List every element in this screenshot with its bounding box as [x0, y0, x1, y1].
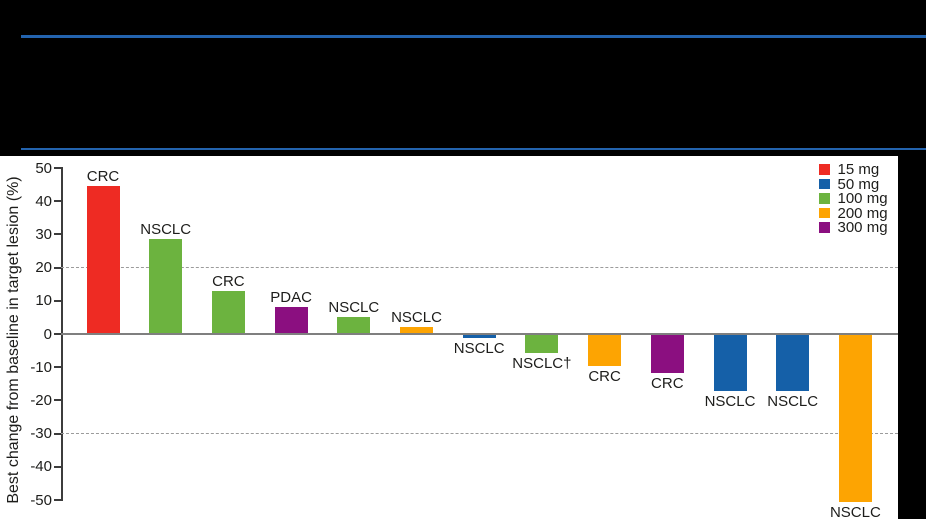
- top-blue-rule: [21, 35, 926, 38]
- legend-swatch: [819, 222, 830, 233]
- bar-label: CRC: [588, 368, 621, 386]
- y-axis-tick-label: 20: [35, 259, 52, 277]
- legend-item: 50 mg: [819, 175, 888, 193]
- bar-label: NSCLC: [391, 309, 442, 327]
- legend-label: 200 mg: [837, 204, 888, 222]
- bar: [713, 334, 747, 392]
- bar: [337, 317, 371, 334]
- bar: [274, 307, 308, 334]
- y-axis-tick: [54, 167, 61, 169]
- bar-label: NSCLC: [328, 299, 380, 317]
- bar-label: CRC: [651, 374, 684, 392]
- bar-label: CRC: [212, 272, 245, 290]
- legend-swatch: [819, 207, 830, 219]
- y-axis-tick-label: -30: [30, 425, 52, 443]
- legend-item: 300 mg: [819, 219, 888, 236]
- bar-label: NSCLC: [829, 504, 881, 519]
- legend-item: 200 mg: [819, 204, 888, 222]
- bar: [838, 334, 872, 503]
- header-divider-blue-rule: [21, 147, 926, 150]
- bar-label: CRC: [86, 168, 120, 186]
- y-axis-tick: [54, 299, 61, 302]
- bar-label: NSCLC: [767, 393, 819, 411]
- bar: [650, 334, 684, 373]
- legend-swatch: [819, 178, 830, 190]
- masked-header-area: [0, 0, 926, 156]
- bar: [400, 327, 433, 334]
- bar: [462, 334, 496, 339]
- y-axis-tick-label: -20: [30, 391, 52, 409]
- legend-swatch: [819, 164, 830, 175]
- legend-label: 300 mg: [837, 219, 888, 236]
- legend-label: 15 mg: [837, 161, 880, 178]
- y-axis-tick-label: 30: [35, 225, 52, 243]
- dashed-reference-line: [61, 432, 898, 434]
- y-axis-tick-label: 50: [35, 159, 52, 177]
- y-axis-tick: [54, 399, 61, 402]
- y-axis-tick-label: 0: [43, 325, 52, 343]
- bar: [525, 334, 559, 354]
- y-axis-tick: [54, 233, 61, 236]
- y-axis-tick: [54, 499, 61, 501]
- dashed-reference-line: [61, 266, 898, 268]
- y-axis-tick-label: -10: [30, 358, 52, 376]
- y-axis-tick-label: 40: [35, 192, 52, 210]
- y-axis-tick-label: 10: [35, 292, 52, 310]
- y-axis-tick: [54, 465, 61, 468]
- zero-baseline: [61, 333, 898, 335]
- y-axis-tick-label: -40: [30, 458, 52, 476]
- bar: [776, 334, 810, 392]
- waterfall-chart: Best change from baseline in target lesi…: [0, 156, 898, 519]
- bar: [149, 239, 183, 334]
- legend-label: 50 mg: [837, 175, 880, 193]
- bar-label: NSCLC: [140, 221, 192, 239]
- legend-item: 15 mg: [819, 161, 888, 178]
- y-axis-tick: [54, 200, 61, 203]
- bar-label: PDAC: [270, 289, 312, 307]
- y-axis-tick: [54, 266, 61, 269]
- bar-label: NSCLC†: [512, 355, 572, 373]
- legend: 15 mg 50 mg 100 mg 200 mg 300 mg: [819, 161, 888, 237]
- y-axis-tick: [54, 366, 61, 369]
- y-axis-tick: [54, 333, 61, 335]
- bar-label: NSCLC: [704, 393, 756, 411]
- y-axis-tick: [54, 432, 61, 435]
- y-axis-tick-label: -50: [30, 491, 52, 509]
- bar: [588, 334, 622, 367]
- legend-swatch: [819, 193, 830, 204]
- bar: [211, 290, 245, 334]
- bar-label: NSCLC: [453, 340, 505, 358]
- legend-item: 100 mg: [819, 190, 888, 207]
- legend-label: 100 mg: [837, 190, 888, 207]
- bar: [86, 186, 120, 334]
